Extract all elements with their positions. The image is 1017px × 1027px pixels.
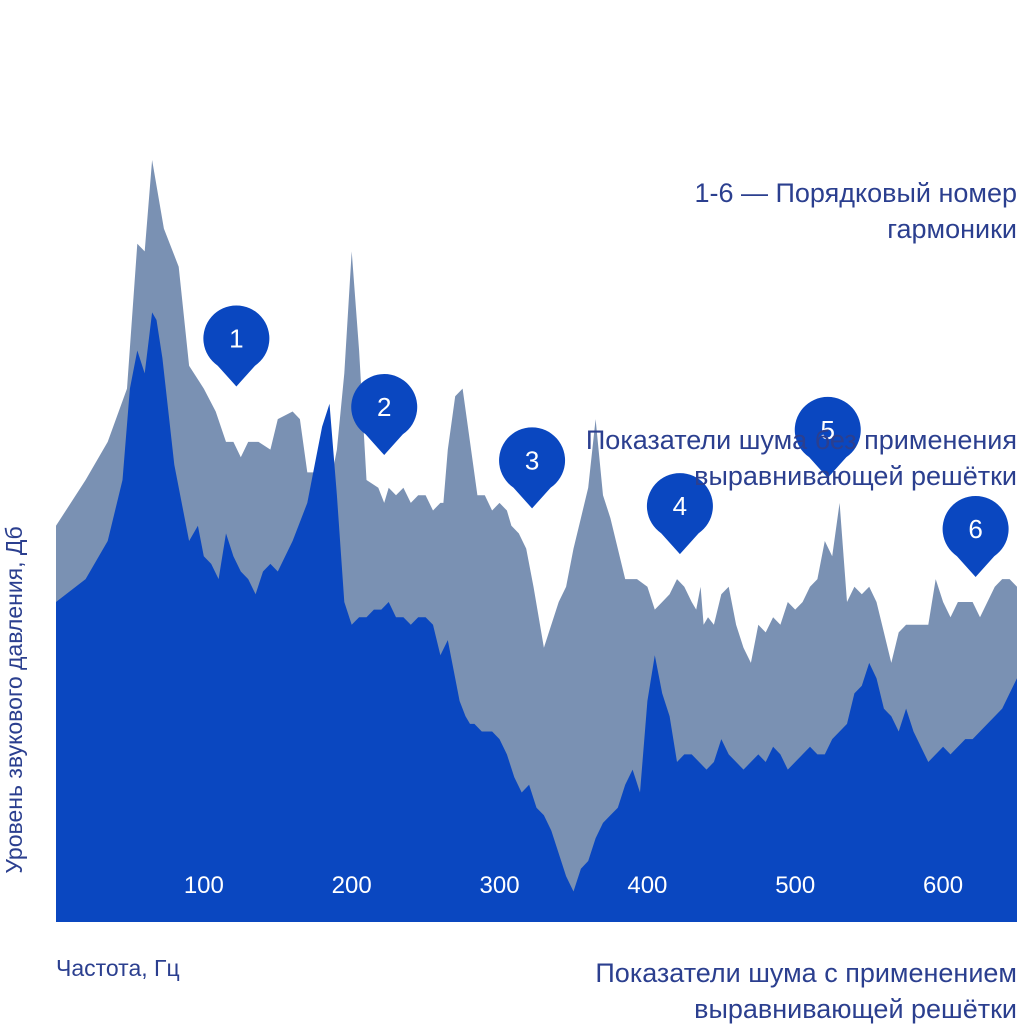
series-area-2 [56, 312, 1017, 922]
harmonic-marker-label: 1 [229, 323, 243, 353]
harmonic-number-note: 1-6 — Порядковый номер гармоники [694, 178, 1017, 244]
legend-without-grid: Показатели шума без применения выравнива… [585, 425, 1017, 491]
y-axis-label: Уровень звукового давления, Дб [1, 526, 27, 874]
map-pin-icon [794, 396, 861, 478]
harmonic-marker-1: 1 [203, 305, 270, 387]
x-tick-label: 400 [627, 872, 667, 899]
x-tick-layer: 100 200 300 400 500 600 [184, 872, 963, 899]
harmonic-marker-label: 3 [525, 445, 539, 475]
harmonic-marker-layer: 1 2 3 4 5 6 [203, 305, 1009, 577]
series-layer [56, 160, 1017, 922]
map-pin-icon [646, 473, 713, 555]
harmonic-marker-3: 3 [499, 427, 566, 509]
harmonic-marker-label: 2 [377, 392, 391, 422]
map-pin-icon [203, 305, 270, 387]
x-axis-label: Частота, Гц [56, 955, 180, 981]
map-pin-icon [942, 495, 1009, 577]
legend-with-grid: Показатели шума с применением выравниваю… [595, 958, 1017, 1024]
x-tick-label: 600 [923, 872, 963, 899]
harmonic-marker-4: 4 [646, 473, 713, 555]
map-pin-icon [499, 427, 566, 509]
harmonic-marker-label: 4 [673, 491, 687, 521]
harmonic-marker-2: 2 [351, 374, 418, 456]
harmonic-marker-6: 6 [942, 495, 1009, 577]
x-tick-label: 100 [184, 872, 224, 899]
x-tick-label: 200 [332, 872, 372, 899]
x-tick-label: 300 [480, 872, 520, 899]
harmonic-marker-label: 5 [821, 415, 835, 445]
x-tick-label: 500 [775, 872, 815, 899]
harmonic-marker-5: 5 [794, 396, 861, 478]
map-pin-icon [351, 374, 418, 456]
harmonic-marker-label: 6 [968, 514, 982, 544]
